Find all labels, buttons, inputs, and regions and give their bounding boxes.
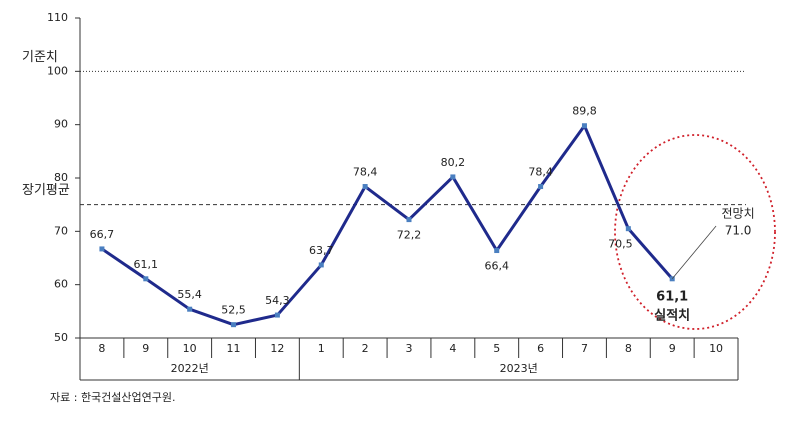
value-label: 63,7 — [309, 244, 334, 257]
x-tick-label: 3 — [406, 342, 413, 355]
forecast-value-label: 71.0 — [725, 224, 752, 238]
forecast-label: 전망치 — [722, 207, 755, 221]
x-tick-label: 9 — [669, 342, 676, 355]
group-label: 2022년 — [171, 362, 209, 375]
x-tick-label: 5 — [493, 342, 500, 355]
x-tick-label: 2 — [362, 342, 369, 355]
y-tick-label: 110 — [47, 11, 68, 24]
x-tick-label: 9 — [142, 342, 149, 355]
point — [187, 306, 193, 312]
highlight-ellipse — [614, 134, 776, 330]
x-tick-label: 1 — [318, 342, 325, 355]
point — [362, 184, 368, 190]
value-label: 72,2 — [397, 229, 422, 242]
value-label: 61,1 — [134, 258, 159, 271]
value-label: 66,4 — [484, 260, 509, 273]
x-tick-label: 7 — [581, 342, 588, 355]
value-label: 52,5 — [221, 304, 246, 317]
point — [538, 184, 544, 190]
value-label: 54,3 — [265, 294, 290, 307]
x-tick-label: 6 — [537, 342, 544, 355]
point — [318, 262, 324, 268]
point — [231, 322, 237, 328]
series-line — [101, 124, 674, 327]
reference-label: 장기평균 — [22, 183, 70, 198]
value-label: 66,7 — [90, 228, 115, 241]
value-label: 80,2 — [441, 156, 466, 169]
point — [143, 276, 149, 282]
point — [99, 246, 105, 252]
y-tick-label: 70 — [54, 224, 68, 237]
point — [581, 123, 587, 129]
point — [274, 312, 280, 318]
y-tick-label: 80 — [54, 171, 68, 184]
x-tick-label: 8 — [625, 342, 632, 355]
y-tick-label: 50 — [54, 331, 68, 344]
point — [494, 248, 500, 254]
reference-label: 기준치 — [22, 50, 58, 65]
value-label: 61,1 — [656, 289, 688, 304]
value-label: 70,5 — [608, 238, 633, 251]
x-tick-label: 11 — [227, 342, 241, 355]
value-label: 78,4 — [528, 166, 553, 179]
value-label: 89,8 — [572, 105, 597, 118]
point — [625, 226, 631, 232]
x-tick-label: 10 — [709, 342, 723, 355]
x-tick-label: 12 — [270, 342, 284, 355]
y-tick-label: 90 — [54, 118, 68, 131]
y-tick-label: 60 — [54, 278, 68, 291]
value-label: 78,4 — [353, 166, 378, 179]
actual-label: 실적치 — [654, 307, 690, 323]
point — [406, 217, 412, 223]
x-tick-label: 10 — [183, 342, 197, 355]
x-tick-label: 4 — [449, 342, 456, 355]
forecast-line — [671, 225, 717, 280]
value-label: 55,4 — [177, 288, 202, 301]
x-tick-label: 8 — [98, 342, 105, 355]
group-label: 2023년 — [500, 362, 538, 375]
source-note: 자료 : 한국건설산업연구원. — [50, 391, 176, 404]
y-tick-label: 100 — [47, 64, 68, 77]
point — [450, 174, 456, 180]
